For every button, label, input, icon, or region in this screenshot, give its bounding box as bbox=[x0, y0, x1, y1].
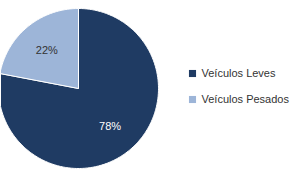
svg-text:78%: 78% bbox=[99, 120, 121, 132]
svg-text:Veículos Leves: Veículos Leves bbox=[202, 67, 276, 79]
svg-text:22%: 22% bbox=[36, 44, 58, 56]
svg-text:Veículos Pesados: Veículos Pesados bbox=[202, 93, 290, 105]
